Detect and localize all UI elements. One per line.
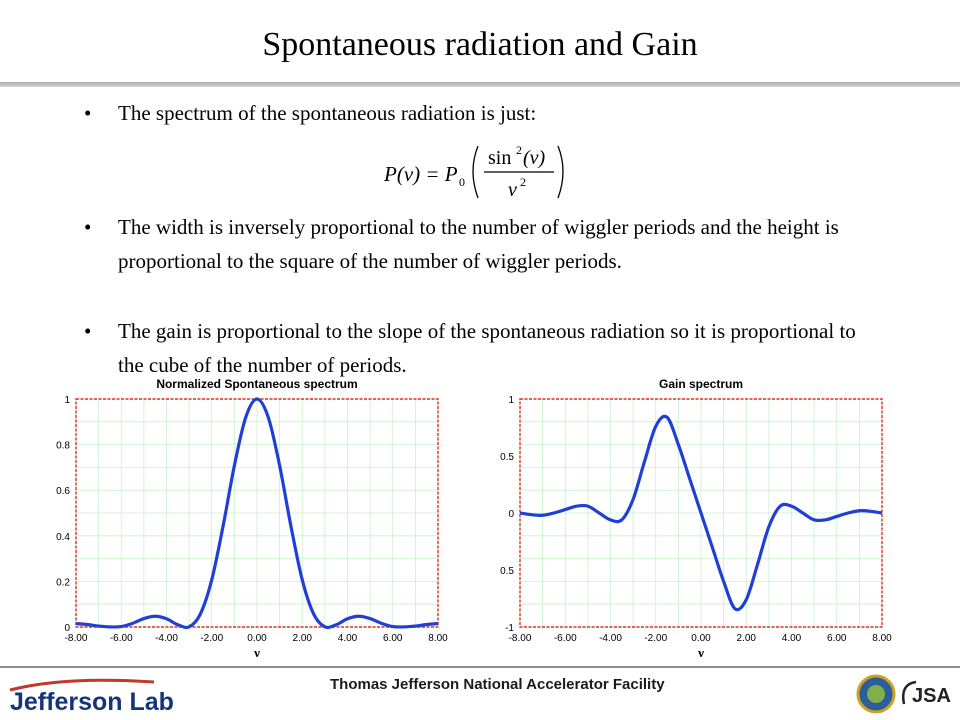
series-line [75, 397, 439, 630]
x-tick-label: -6.00 [110, 633, 133, 644]
bullet-text: The gain is proportional to the slope of… [118, 319, 856, 377]
x-tick-label: 8.00 [872, 633, 892, 644]
chart-grid [75, 398, 439, 628]
bullet-width: • The width is inversely proportional to… [80, 210, 870, 278]
footer-org-name: Thomas Jefferson National Accelerator Fa… [330, 676, 665, 693]
y-tick-label: 0.4 [56, 532, 70, 543]
bullet-dot: • [84, 215, 92, 239]
x-tick-label: 6.00 [383, 633, 403, 644]
y-tick-label: 1 [508, 395, 514, 406]
footer [0, 664, 960, 720]
y-tick-label: 0.6 [56, 486, 70, 497]
y-tick-label: -0.5 [500, 566, 514, 577]
y-tick-label: 0 [508, 509, 514, 520]
logo-jlab-text: Jefferson Lab [10, 688, 174, 716]
x-tick-label: -2.00 [200, 633, 223, 644]
footer-divider [0, 666, 960, 668]
logo-swoosh [9, 678, 155, 692]
y-tick-label: -1 [505, 623, 514, 634]
gain-spectrum-chart: Gain spectrum -8.00 -6.00 -4.00 -2.00 0.00 2.0… [500, 377, 892, 660]
formula-denominator: ν [508, 179, 517, 201]
formula-right-paren [557, 145, 564, 199]
x-tick-label: -4.00 [599, 633, 622, 644]
x-tick-label: 2.00 [737, 633, 757, 644]
x-tick-label: -6.00 [554, 633, 577, 644]
y-tick-label: 0.5 [500, 452, 514, 463]
x-tick-label: 2.00 [293, 633, 313, 644]
formula-p0-sub: 0 [459, 175, 465, 189]
bullet-gain: • The gain is proportional to the slope … [80, 314, 870, 382]
x-tick-label: 6.00 [827, 633, 847, 644]
x-tick-label: 0.00 [691, 633, 711, 644]
jsa-swirl-icon [902, 680, 917, 705]
y-tick-label: 0 [64, 623, 70, 634]
bullet-text: The width is inversely proportional to t… [118, 215, 839, 273]
formula-left-paren [472, 145, 479, 199]
formula-num-arg: (ν) [523, 147, 546, 169]
formula-den-sup: 2 [520, 175, 526, 189]
formula-num-sup: 2 [516, 143, 522, 157]
x-tick-label: -8.00 [509, 633, 532, 644]
chart-title: Normalized Spontaneous spectrum [156, 377, 357, 391]
x-axis-label: ν [253, 645, 260, 660]
formula-numerator: sin [488, 147, 511, 169]
spontaneous-spectrum-chart: Normalized Spontaneous spectrum -8.00 -6.0… [56, 377, 448, 660]
x-tick-label: -2.00 [644, 633, 667, 644]
x-axis-label: ν [697, 645, 704, 660]
bullet-dot: • [84, 319, 92, 343]
title-divider [0, 82, 960, 87]
x-tick-label: 4.00 [782, 633, 802, 644]
x-tick-label: 4.00 [338, 633, 358, 644]
jsa-logo-text: JSA [912, 685, 951, 707]
bullet-text: The spectrum of the spontaneous radiatio… [118, 101, 537, 125]
y-tick-label: 0.8 [56, 441, 70, 452]
formula-lhs: P(ν) = P [383, 162, 458, 186]
doe-jsa-logos: JSA [856, 674, 951, 714]
slide-title: Spontaneous radiation and Gain [262, 26, 698, 63]
y-tick-label: 0.2 [56, 577, 70, 588]
x-tick-label: 8.00 [428, 633, 448, 644]
jefferson-lab-logo: Jefferson Lab [9, 678, 174, 716]
x-tick-label: 0.00 [247, 633, 267, 644]
bullet-spectrum: • The spectrum of the spontaneous radiat… [80, 96, 870, 130]
spectrum-formula: P(ν) = P 0 sin 2 (ν) ν 2 [383, 143, 564, 201]
chart-grid [519, 398, 883, 628]
y-tick-label: 1 [64, 395, 70, 406]
x-tick-label: -4.00 [155, 633, 178, 644]
series-line [519, 414, 883, 612]
bullet-dot: • [84, 101, 92, 125]
chart-title: Gain spectrum [659, 377, 743, 391]
plot-frame [519, 398, 883, 628]
x-tick-label: -8.00 [65, 633, 88, 644]
